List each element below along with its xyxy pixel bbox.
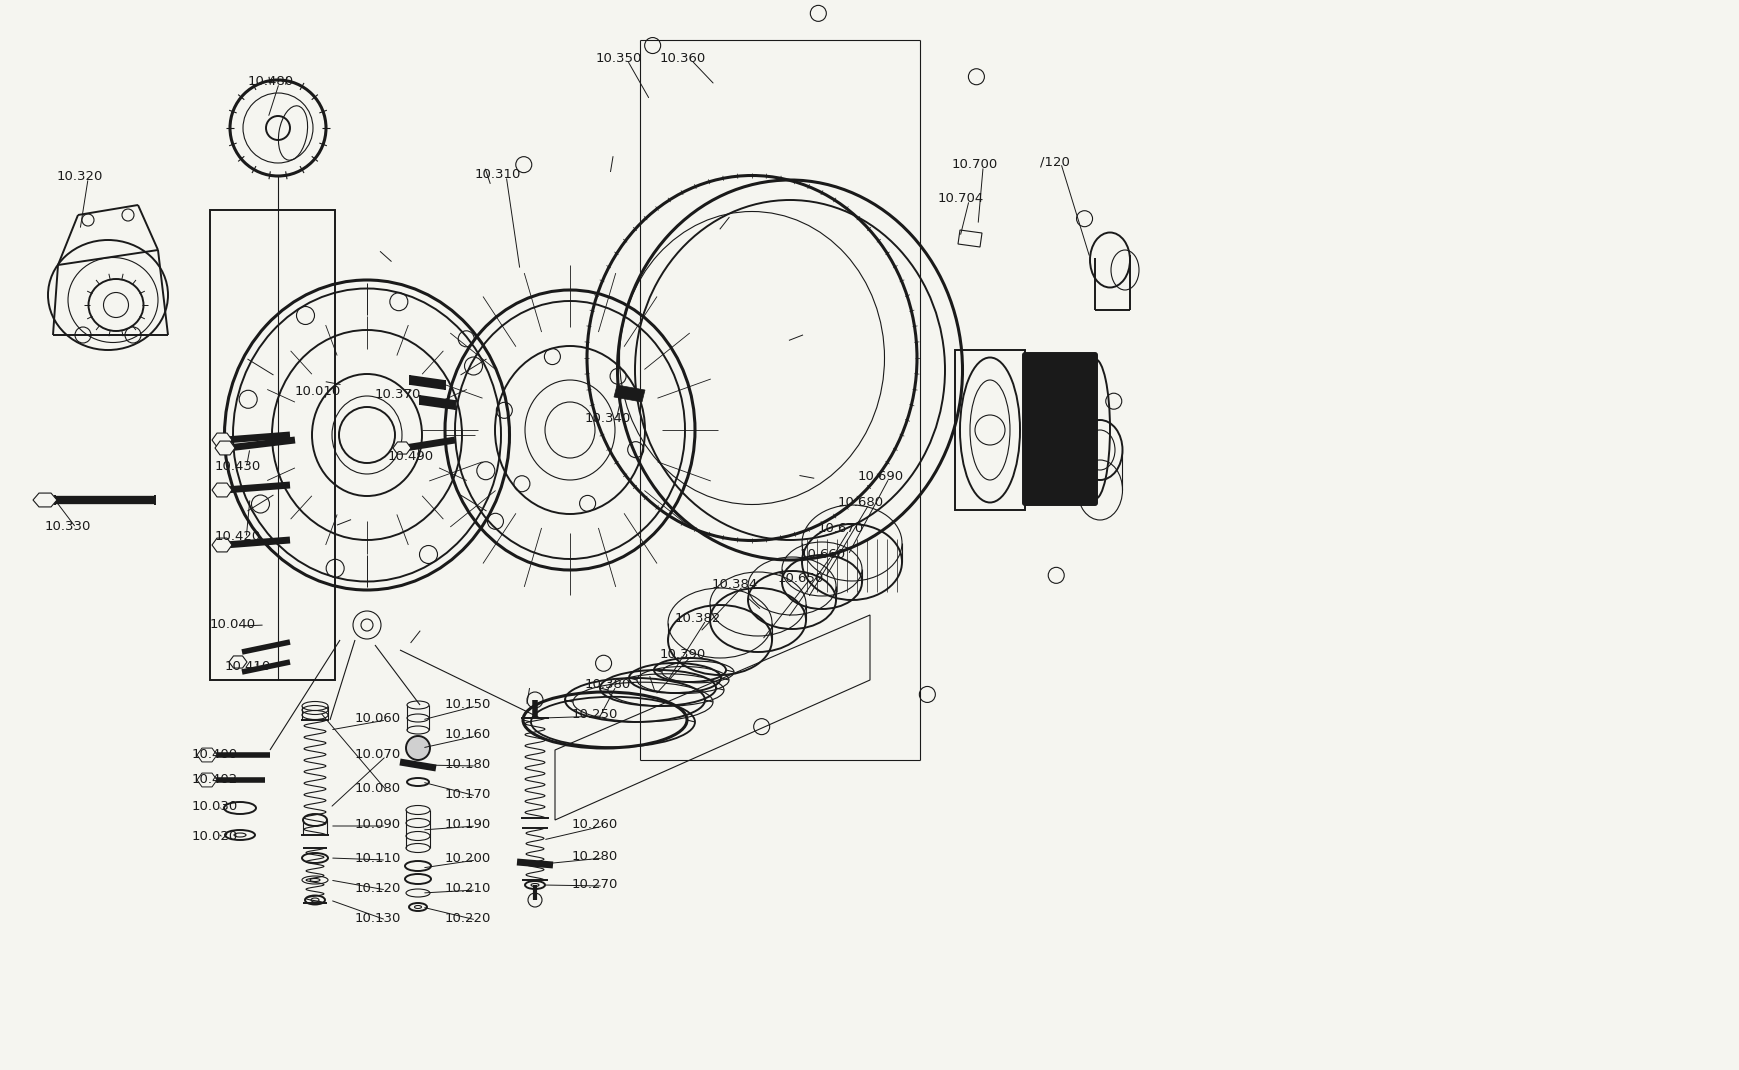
Polygon shape (230, 656, 247, 668)
Text: 10.030: 10.030 (191, 800, 238, 813)
Text: 10.420: 10.420 (216, 530, 261, 542)
Text: 10.130: 10.130 (355, 912, 402, 924)
Text: 10.382: 10.382 (675, 612, 722, 625)
Polygon shape (393, 442, 410, 454)
Text: 10.704: 10.704 (937, 192, 984, 205)
Polygon shape (212, 433, 231, 447)
Text: 10.390: 10.390 (659, 648, 706, 661)
Text: 10.430: 10.430 (216, 460, 261, 473)
Text: 10.380: 10.380 (584, 678, 631, 691)
Text: 10.160: 10.160 (445, 728, 490, 742)
Text: 10.490: 10.490 (388, 450, 433, 463)
Text: 10.170: 10.170 (445, 788, 490, 801)
Polygon shape (197, 748, 217, 762)
Text: 10.370: 10.370 (376, 388, 421, 401)
Text: 10.270: 10.270 (572, 878, 617, 891)
Text: 10.660: 10.660 (800, 548, 845, 561)
Text: 10.190: 10.190 (445, 817, 490, 831)
Text: 10.210: 10.210 (445, 882, 490, 895)
Text: 10.010: 10.010 (296, 385, 341, 398)
Text: 10.080: 10.080 (355, 782, 402, 795)
Text: 10.200: 10.200 (445, 852, 490, 865)
Text: 10.400: 10.400 (191, 748, 238, 761)
Text: 10.040: 10.040 (210, 618, 256, 631)
Text: 10.480: 10.480 (249, 75, 294, 88)
FancyBboxPatch shape (1023, 353, 1096, 505)
Polygon shape (197, 773, 217, 786)
Polygon shape (216, 441, 235, 455)
Text: 10.110: 10.110 (355, 852, 402, 865)
Text: 10.402: 10.402 (191, 773, 238, 786)
Text: 10.070: 10.070 (355, 748, 402, 761)
Text: 10.280: 10.280 (572, 850, 617, 863)
Text: 10.120: 10.120 (355, 882, 402, 895)
Polygon shape (212, 538, 231, 552)
Text: 10.670: 10.670 (817, 522, 864, 535)
Text: 10.150: 10.150 (445, 698, 490, 710)
Text: 10.250: 10.250 (572, 708, 617, 721)
Text: 10.384: 10.384 (711, 578, 758, 591)
Text: 10.180: 10.180 (445, 758, 490, 771)
Text: 10.090: 10.090 (355, 817, 402, 831)
Text: 10.060: 10.060 (355, 712, 402, 725)
Polygon shape (614, 385, 645, 402)
Text: 10.020: 10.020 (191, 830, 238, 843)
Text: 10.350: 10.350 (596, 52, 642, 65)
Text: 10.650: 10.650 (777, 572, 824, 585)
Text: 10.340: 10.340 (584, 412, 631, 425)
Polygon shape (212, 483, 231, 496)
Circle shape (405, 736, 430, 760)
Text: 10.710: 10.710 (1042, 442, 1089, 455)
Text: 10.410: 10.410 (224, 660, 271, 673)
Text: 10.320: 10.320 (57, 170, 103, 183)
Text: 10.360: 10.360 (659, 52, 706, 65)
Text: 10.700: 10.700 (951, 158, 998, 171)
Text: 10.220: 10.220 (445, 912, 490, 924)
Text: /120: /120 (1040, 155, 1069, 168)
Text: 10.310: 10.310 (475, 168, 522, 181)
Text: 10.680: 10.680 (838, 496, 883, 509)
Text: 10.260: 10.260 (572, 817, 617, 831)
Text: 10.690: 10.690 (857, 470, 904, 483)
Text: 10.330: 10.330 (45, 520, 92, 533)
Polygon shape (33, 493, 57, 507)
